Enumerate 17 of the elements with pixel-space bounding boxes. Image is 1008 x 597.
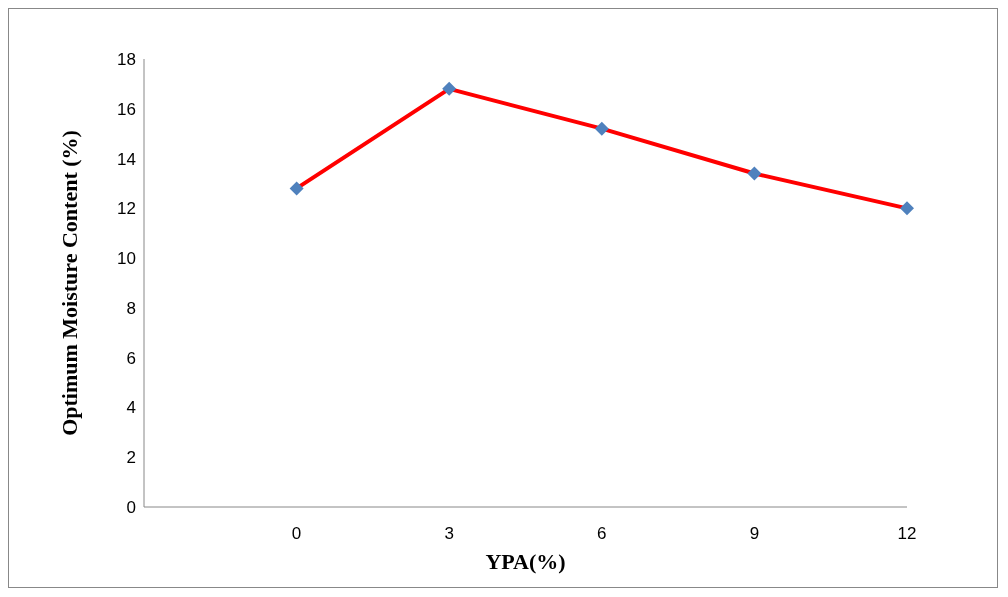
y-tick-label: 18 <box>117 50 136 70</box>
y-tick-label: 14 <box>117 149 136 169</box>
x-tick-label: 6 <box>597 524 607 544</box>
x-tick-label: 12 <box>897 524 917 544</box>
x-tick-label: 3 <box>444 524 454 544</box>
x-axis-title: YPA(%) <box>485 549 566 574</box>
y-tick-label: 2 <box>126 448 136 468</box>
y-axis-title: Optimum Moisture Content (%) <box>56 130 82 436</box>
y-tick-label: 10 <box>117 249 136 269</box>
y-tick-label: 8 <box>126 298 136 318</box>
x-tick-label: 9 <box>749 524 760 544</box>
y-tick-label: 4 <box>126 398 136 418</box>
y-tick-label: 6 <box>126 348 136 368</box>
y-tick-label: 12 <box>117 199 136 219</box>
y-tick-label: 0 <box>126 498 136 518</box>
y-tick-label: 16 <box>117 99 136 119</box>
x-tick-label: 0 <box>291 524 302 544</box>
